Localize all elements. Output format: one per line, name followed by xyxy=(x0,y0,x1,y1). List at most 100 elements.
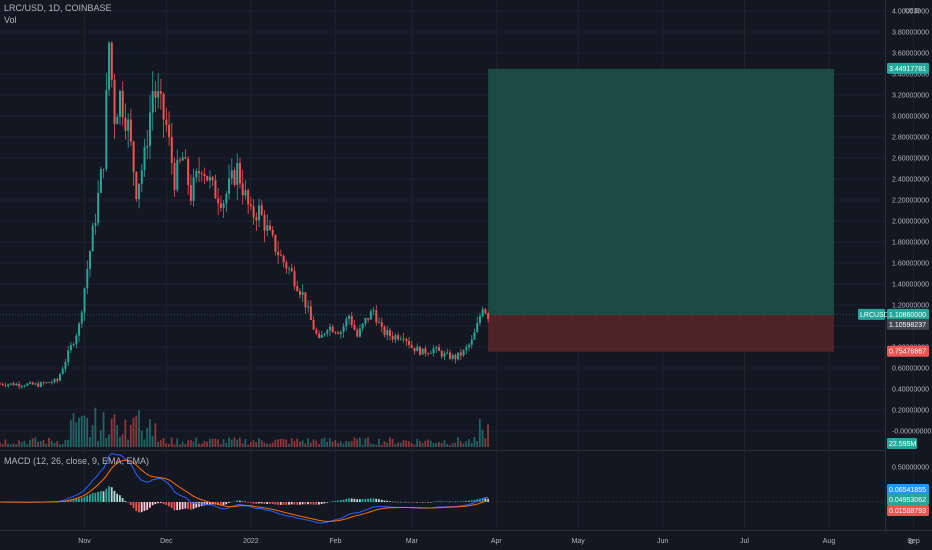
candle-body xyxy=(140,170,143,184)
candle-body xyxy=(298,291,301,295)
volume-bar xyxy=(50,440,53,447)
candle-body xyxy=(323,333,326,335)
volume-bar xyxy=(339,441,342,447)
volume-bar xyxy=(244,438,247,447)
volume-bar xyxy=(323,437,326,447)
volume-bar xyxy=(457,437,459,447)
volume-bar xyxy=(427,439,429,447)
macd-histogram-bar xyxy=(323,502,326,504)
macd-histogram-bar xyxy=(416,502,419,503)
macd-value-tag xyxy=(887,484,929,495)
volume-bar xyxy=(184,444,187,447)
volume-bar xyxy=(28,440,31,447)
y-tick-label: 3.60000000 xyxy=(892,51,929,58)
macd-histogram-bar xyxy=(222,502,225,506)
volume-bar xyxy=(132,417,135,447)
candle-body xyxy=(391,335,394,340)
candle-body xyxy=(64,361,67,369)
candle-body xyxy=(108,42,111,90)
volume-bar xyxy=(159,439,162,447)
volume-bar xyxy=(249,442,252,447)
candle-body xyxy=(208,177,211,181)
candle-body xyxy=(217,198,220,204)
candle-body xyxy=(233,170,236,185)
macd-histogram-bar xyxy=(97,491,99,502)
macd-histogram-bar xyxy=(124,500,127,502)
candle-body xyxy=(435,347,438,349)
volume-bar xyxy=(203,440,206,447)
candle-body xyxy=(176,159,179,190)
volume-bar xyxy=(105,437,108,447)
volume-bar xyxy=(298,441,301,447)
y-tick-label: 2.40000000 xyxy=(892,177,929,184)
last-price-label: 1.10860000 xyxy=(889,312,926,319)
macd-histogram-bar xyxy=(375,498,378,502)
macd-histogram-bar xyxy=(146,502,149,510)
candle-body xyxy=(61,368,64,375)
volume-bar xyxy=(304,443,307,447)
volume-bar xyxy=(315,440,318,447)
volume-bar xyxy=(230,439,233,447)
candle-body xyxy=(429,353,432,354)
x-tick-label: Aug xyxy=(823,538,836,545)
volume-bar xyxy=(418,441,421,447)
y-tick-label: 1.40000000 xyxy=(892,282,929,289)
macd-histogram-bar xyxy=(192,502,195,509)
candle-body xyxy=(165,119,168,125)
volume-bar xyxy=(342,443,345,447)
volume-bar xyxy=(72,413,75,447)
macd-histogram-bar xyxy=(238,500,241,502)
y-tick-label: 0.40000000 xyxy=(892,387,929,394)
volume-bar xyxy=(337,442,339,447)
macd-y-tick-label: 0.50000000 xyxy=(892,465,929,472)
macd-histogram-bar xyxy=(468,500,470,502)
volume-bar xyxy=(58,444,61,447)
volume-bar xyxy=(255,442,258,447)
y-tick-label: 2.80000000 xyxy=(892,135,929,142)
macd-histogram-bar xyxy=(435,501,438,502)
candle-body xyxy=(18,383,21,387)
macd-histogram-bar xyxy=(408,502,410,503)
macd-histogram-bar xyxy=(293,502,296,505)
candle-body xyxy=(255,217,258,221)
macd-histogram-bar xyxy=(260,502,263,504)
macd-histogram-bar xyxy=(263,502,266,504)
macd-histogram-bar xyxy=(288,502,290,505)
volume-bar xyxy=(56,441,59,447)
macd-histogram-bar xyxy=(108,486,110,502)
macd-histogram-bar xyxy=(353,498,356,502)
price-tag xyxy=(887,318,929,330)
candle-body xyxy=(146,146,149,148)
profit-zone xyxy=(488,68,834,315)
volume-bar xyxy=(307,438,309,447)
macd-histogram-bar xyxy=(339,500,342,502)
volume-bar xyxy=(277,439,279,447)
candle-body xyxy=(476,323,479,333)
macd-histogram-bar xyxy=(168,502,170,507)
candle-body xyxy=(0,383,1,385)
candle-body xyxy=(413,347,416,352)
symbol-tag xyxy=(858,308,885,320)
candle-body xyxy=(364,318,367,324)
macd-histogram-bar xyxy=(285,502,288,505)
volume-bar xyxy=(279,438,282,447)
candle-body xyxy=(410,345,413,348)
macd-histogram-bar xyxy=(290,502,293,505)
candle-body xyxy=(135,172,138,200)
macd-histogram-bar xyxy=(337,500,339,502)
macd-histogram-bar xyxy=(334,500,337,502)
macd-histogram-bar xyxy=(432,501,435,503)
volume-bar xyxy=(448,444,451,447)
candle-body xyxy=(1,383,4,385)
macd-histogram-bar xyxy=(132,502,135,509)
volume-bar xyxy=(88,437,91,447)
symbol-title: LRC/USD, 1D, COINBASE xyxy=(4,3,112,13)
macd-histogram-bar xyxy=(358,499,361,502)
x-tick-label: May xyxy=(572,538,586,545)
macd-histogram-bar xyxy=(102,491,105,502)
candle-body xyxy=(315,329,318,334)
candle-body xyxy=(361,323,364,329)
macd-histogram-bar xyxy=(457,501,459,502)
macd-histogram-bar xyxy=(402,501,405,503)
